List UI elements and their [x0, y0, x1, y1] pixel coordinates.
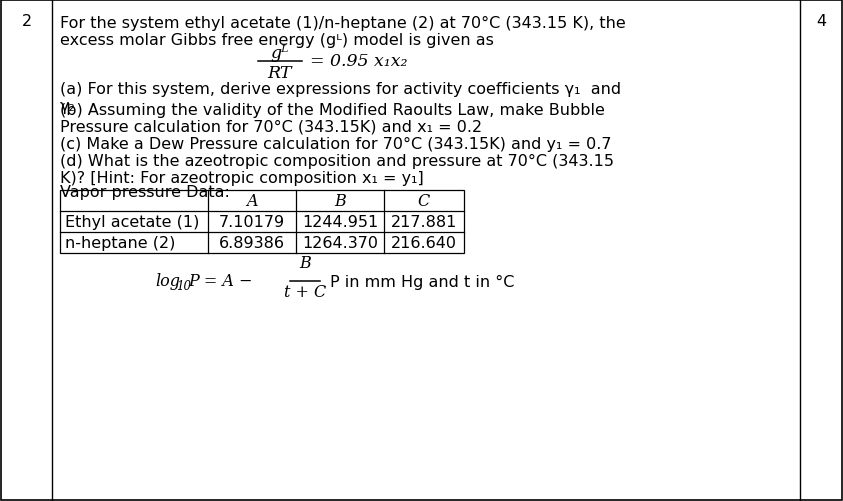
Text: log: log	[155, 273, 180, 290]
Text: B: B	[299, 255, 311, 272]
Text: 4: 4	[816, 14, 826, 29]
Text: 217.881: 217.881	[391, 214, 457, 229]
Text: 10: 10	[176, 280, 191, 293]
Text: A: A	[246, 192, 258, 209]
Text: (b) Assuming the validity of the Modified Raoults Law, make Bubble: (b) Assuming the validity of the Modifie…	[60, 103, 605, 118]
Text: (a) For this system, derive expressions for activity coefficients γ₁  and: (a) For this system, derive expressions …	[60, 82, 621, 97]
Text: For the system ethyl acetate (1)/n-heptane (2) at 70°C (343.15 K), the: For the system ethyl acetate (1)/n-hepta…	[60, 16, 626, 31]
Text: Ethyl acetate (1): Ethyl acetate (1)	[65, 214, 200, 229]
Text: Vapor pressure Data:: Vapor pressure Data:	[60, 185, 230, 199]
Text: 1244.951: 1244.951	[302, 214, 379, 229]
Text: RT: RT	[268, 65, 293, 82]
Text: (d) What is the azeotropic composition and pressure at 70°C (343.15: (d) What is the azeotropic composition a…	[60, 154, 614, 169]
Text: P in mm Hg and t in °C: P in mm Hg and t in °C	[330, 274, 514, 289]
Bar	[60, 190, 464, 254]
Text: excess molar Gibbs free energy (gᴸ) model is given as: excess molar Gibbs free energy (gᴸ) mode…	[60, 33, 494, 48]
Text: n-heptane (2): n-heptane (2)	[65, 235, 175, 250]
Text: C: C	[418, 192, 430, 209]
Text: 6.89386: 6.89386	[219, 235, 285, 250]
Text: 7.10179: 7.10179	[219, 214, 285, 229]
Text: = 0.95 x₁x₂: = 0.95 x₁x₂	[310, 53, 407, 69]
Text: K)? [Hint: For azeotropic composition x₁ = y₁]: K)? [Hint: For azeotropic composition x₁…	[60, 171, 424, 186]
Text: Pressure calculation for 70°C (343.15K) and x₁ = 0.2: Pressure calculation for 70°C (343.15K) …	[60, 120, 482, 135]
Text: 1264.370: 1264.370	[302, 235, 378, 250]
Text: t + C: t + C	[284, 284, 326, 301]
Text: (c) Make a Dew Pressure calculation for 70°C (343.15K) and y₁ = 0.7: (c) Make a Dew Pressure calculation for …	[60, 137, 611, 152]
Text: 216.640: 216.640	[391, 235, 457, 250]
Text: gᴸ: gᴸ	[271, 45, 289, 62]
Text: P = A −: P = A −	[188, 273, 252, 290]
Text: γ₂: γ₂	[60, 99, 76, 114]
Text: B: B	[334, 192, 346, 209]
Text: 2: 2	[22, 14, 32, 29]
